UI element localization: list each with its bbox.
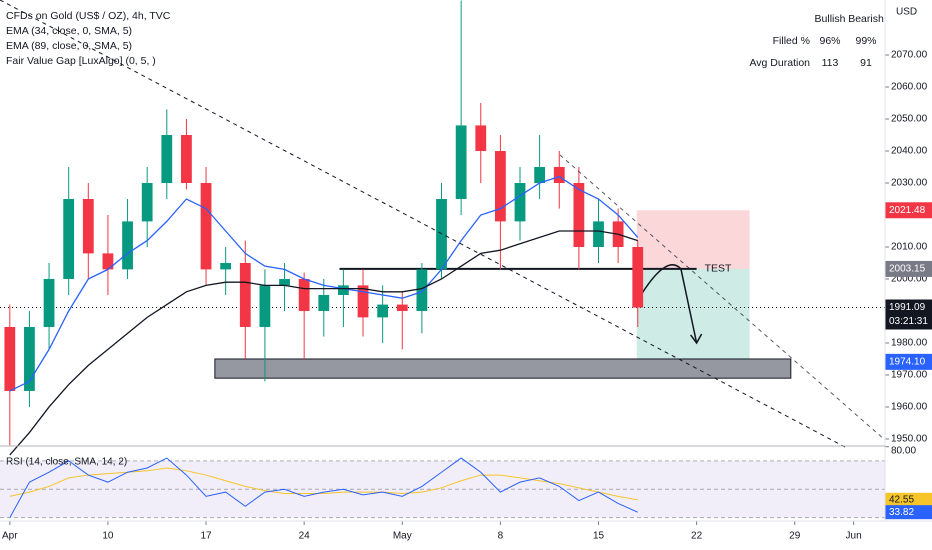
arrow-head [690,333,703,345]
currency: USD [896,7,917,18]
x-tick-label: 17 [200,531,212,542]
rsi-tag-label: 33.82 [889,507,914,518]
candle-body [82,199,94,254]
candle-body [436,199,447,270]
candle-body [220,262,232,270]
support-zone [214,358,792,379]
y-tick-label: 2000.00 [891,274,928,285]
table-cell: Avg Duration [749,57,810,69]
candle-body [475,125,487,152]
candle-body [298,278,310,311]
chart-title: CFDs on Gold (US$ / OZ), 4h, TVC [6,10,171,22]
rsi-title: RSI (14, close, SMA, 14, 2) [6,457,127,468]
x-tick-label: 29 [789,531,801,542]
indicator: EMA (34, close, 0, SMA, 5) [6,25,132,37]
candle-body [122,221,133,270]
price-tag-label: 2021.48 [889,205,926,216]
rsi-tag [885,492,932,507]
price-tag [885,353,932,370]
candle-body [357,285,369,318]
y-tick-label: 2060.00 [891,82,928,93]
candle-body [161,135,173,184]
candle-body [377,304,389,318]
y-tick-label: 2040.00 [891,146,928,157]
table-cell: 113 [822,57,839,69]
x-tick-label: 15 [593,531,605,542]
table-cell: 99% [855,35,876,47]
candle-body [24,326,35,391]
candle-body [259,285,271,327]
candle-body [573,183,585,247]
candle-body [63,199,75,279]
y-tick-label: 2010.00 [891,242,928,253]
candle-body [416,269,428,311]
y-tick-label: 2030.00 [891,178,928,189]
x-tick-label: May [393,531,412,542]
candle-body [141,183,153,222]
x-tick-label: 10 [102,531,114,542]
forecast-arrow [641,264,698,344]
price-tag-label: 1991.09 [889,302,926,313]
trend-line [559,154,886,441]
y-tick-label: 1980.00 [891,338,928,349]
stop-zone [636,210,750,269]
candle-body [279,278,290,286]
candle-body [593,221,604,247]
candle-body [239,262,251,327]
x-tick-label: Apr [2,531,18,542]
candle-body [318,294,330,311]
table-cell: Filled % [773,35,810,47]
candle-body [632,246,644,308]
rsi-tick-label: 80.00 [891,446,916,457]
candle-body [4,326,16,391]
x-tick-label: 22 [691,531,703,542]
candle-body [43,278,55,327]
rsi-tag-label: 42.55 [889,494,914,505]
candle-body [200,183,212,270]
candle-body [514,183,526,222]
price-tag [885,202,932,219]
price-tag-label: 2003.15 [889,264,926,275]
candle-body [338,285,349,295]
price-tag [885,299,932,330]
candle-body [396,304,408,311]
ema-line [9,175,639,392]
annotation: TEST [705,263,732,275]
candle-body [494,151,506,222]
table-header: Bullish [815,13,846,25]
y-tick-label: 1950.00 [891,434,928,445]
candle-body [534,167,546,184]
indicator: EMA (89, close, 0, SMA, 5) [6,40,132,52]
x-tick-label: Jun [846,531,862,542]
table-cell: 91 [860,57,872,69]
price-tag [885,260,932,277]
countdown: 03:21:31 [889,316,928,327]
rsi-line [9,457,638,518]
candle-body [553,167,565,184]
indicator: Fair Value Gap [LuxAlgo] (0, 5, ) [6,55,156,67]
x-tick-label: 8 [498,531,504,542]
candle-body [102,253,114,270]
rsi-tag [885,505,932,520]
candle-body [455,125,467,200]
price-tag-label: 1974.10 [889,356,926,367]
ema-line [9,230,638,456]
table-cell: 96% [819,35,840,47]
y-tick-label: 2070.00 [891,50,928,61]
table-header: Bearish [848,13,884,25]
target-zone [636,268,750,362]
y-tick-label: 1970.00 [891,370,928,381]
y-tick-label: 1960.00 [891,402,928,413]
candle-body [181,135,192,184]
y-tick-label: 2050.00 [891,114,928,125]
x-tick-label: 24 [299,531,311,542]
